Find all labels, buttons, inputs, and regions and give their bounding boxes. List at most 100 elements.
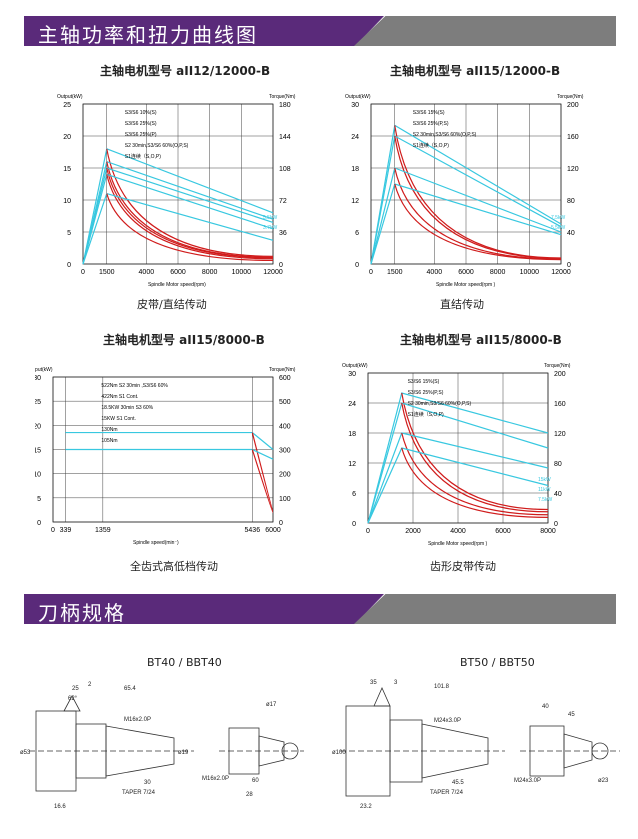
- x-tick-label: 10000: [232, 269, 252, 276]
- y-tick-label: 6: [352, 491, 356, 498]
- y-tick-label: 15: [63, 166, 71, 173]
- chart3-caption: 全齿式高低档传动: [130, 560, 218, 573]
- torque-curve-line: [394, 167, 562, 260]
- y-tick-label: 0: [355, 262, 359, 269]
- power-curve-line: [65, 431, 274, 450]
- bt40-dim-label: M16x2.0P: [124, 717, 151, 723]
- x-tick-label: 10000: [520, 269, 540, 276]
- bt40-dim-label: TAPER 7/24: [122, 790, 156, 796]
- bt50-dim-label: 45.5: [452, 780, 464, 786]
- chart2-plot: Output(kW) Torque(Nm) Spindle Motor speed(…: [345, 94, 584, 288]
- x-tick-label: 6000: [265, 527, 281, 534]
- y2-tick-label: 200: [567, 102, 579, 109]
- bt50-vgroove: [373, 687, 391, 707]
- power-curve-line: [370, 124, 562, 265]
- torque-curve-line: [401, 402, 549, 513]
- y-tick-label: 0: [352, 521, 356, 528]
- bt50-dim-label: M24x3.0P: [434, 718, 461, 724]
- right-power-label: 5.5kW: [551, 225, 565, 231]
- bt40-vgroove: [63, 695, 81, 712]
- right-power-label: 5.5kW: [263, 215, 277, 221]
- curve-annotation: S3/S6 25%(P): [125, 132, 157, 138]
- curve-annotation: S3/S6 25%(P,S): [413, 121, 449, 127]
- torque-curve-line: [106, 174, 274, 260]
- x-tick-label: 0: [369, 269, 373, 276]
- x-tick-label: 0: [51, 527, 55, 534]
- x-tick-label: 4000: [139, 269, 155, 276]
- bt50-dim-label: 3: [394, 680, 398, 686]
- y-tick-label: 12: [348, 461, 356, 468]
- bt50-dim-label: 101.8: [434, 684, 450, 690]
- torque-curve-line: [106, 148, 274, 257]
- y2-axis-label: Torque(Nm): [557, 94, 584, 100]
- y-tick-label: 12: [351, 198, 359, 205]
- y-tick-label: 10: [63, 198, 71, 205]
- bt50-dim-label: ø100: [332, 750, 346, 756]
- x-axis-label: Spindle speed(min⁻): [133, 540, 179, 546]
- y2-tick-label: 80: [554, 461, 562, 468]
- y-tick-label: 15: [35, 448, 41, 455]
- torque-curve-line: [106, 193, 274, 262]
- y-tick-label: 24: [351, 134, 359, 141]
- bt40-dim-label: 25: [72, 686, 79, 692]
- y2-tick-label: 0: [279, 520, 283, 527]
- curve-annotation: 15KW S1 Cont.: [101, 416, 135, 422]
- x-tick-label: 1500: [99, 269, 115, 276]
- y-axis-label: Output(kW): [35, 367, 53, 373]
- x-tick-label: 8000: [490, 269, 506, 276]
- x-tick-label: 6000: [170, 269, 186, 276]
- y2-tick-label: 200: [279, 472, 291, 479]
- bt50-dim-label: 40: [542, 704, 549, 710]
- y-tick-label: 0: [67, 262, 71, 269]
- y-tick-label: 18: [348, 431, 356, 438]
- x-tick-label: 2000: [405, 528, 421, 535]
- x-tick-label: 339: [60, 527, 72, 534]
- y-tick-label: 10: [35, 472, 41, 479]
- curves-section-title: 主轴功率和扭力曲线图: [38, 23, 258, 46]
- y-tick-label: 30: [351, 102, 359, 109]
- right-power-label: 7.5kW: [551, 215, 565, 221]
- y2-tick-label: 100: [279, 496, 291, 503]
- chart1-title: 主轴电机型号 aII12/12000-B: [100, 64, 271, 78]
- y2-tick-label: 0: [279, 262, 283, 269]
- x-tick-label: 6000: [458, 269, 474, 276]
- chart4-plot: Output(kW) Torque(Nm) Spindle Motor speed(…: [342, 363, 571, 547]
- x-axis-label: Spindle Motor speed(rpm ): [436, 282, 496, 288]
- chart4-title: 主轴电机型号 aII15/8000-B: [400, 333, 562, 347]
- y2-tick-label: 160: [554, 401, 566, 408]
- y-tick-label: 25: [63, 102, 71, 109]
- bt50-dim-label: M24x3.0P: [514, 778, 541, 784]
- holder-section-banner: 刀柄规格: [24, 594, 616, 624]
- bt40-dim-label: 28: [246, 792, 253, 798]
- torque-curve-line: [251, 449, 274, 514]
- x-tick-label: 0: [366, 528, 370, 535]
- curves-section-banner: 主轴功率和扭力曲线图: [24, 16, 616, 46]
- right-power-label: 3.7kW: [263, 225, 277, 231]
- bt50-title: BT50 / BBT50: [460, 656, 535, 669]
- y2-tick-label: 0: [567, 262, 571, 269]
- curve-annotation: S3/S6 15%(S): [408, 379, 440, 385]
- y2-axis-label: Torque(Nm): [544, 363, 571, 369]
- power-curve-line: [65, 448, 274, 460]
- bt40-dim-label: M16x2.0P: [202, 776, 229, 782]
- bt40-dim-label: 16.6: [54, 804, 66, 810]
- power-curve-line: [82, 173, 274, 265]
- y2-tick-label: 80: [567, 198, 575, 205]
- x-tick-label: 6000: [495, 528, 511, 535]
- y2-tick-label: 40: [554, 491, 562, 498]
- y2-tick-label: 400: [279, 423, 291, 430]
- x-tick-label: 8000: [540, 528, 556, 535]
- torque-curve-line: [401, 432, 549, 516]
- y2-tick-label: 600: [279, 375, 291, 382]
- curve-annotation: S1连续（S,O,P): [125, 153, 161, 160]
- chart4-caption: 齿形皮带传动: [430, 560, 496, 573]
- chart1-plot: Output(kW) Torque(Nm) Spindle Motor speed(…: [57, 94, 296, 288]
- y-tick-label: 20: [35, 423, 41, 430]
- torque-curve-line: [401, 392, 549, 511]
- right-power-label: 11kW: [538, 487, 551, 493]
- banner-purple-band: [24, 16, 384, 46]
- x-tick-label: 4000: [450, 528, 466, 535]
- x-tick-label: 1359: [95, 527, 111, 534]
- curve-annotation: 130Nm: [101, 427, 117, 433]
- bt40-dim-label: ø53: [20, 750, 31, 756]
